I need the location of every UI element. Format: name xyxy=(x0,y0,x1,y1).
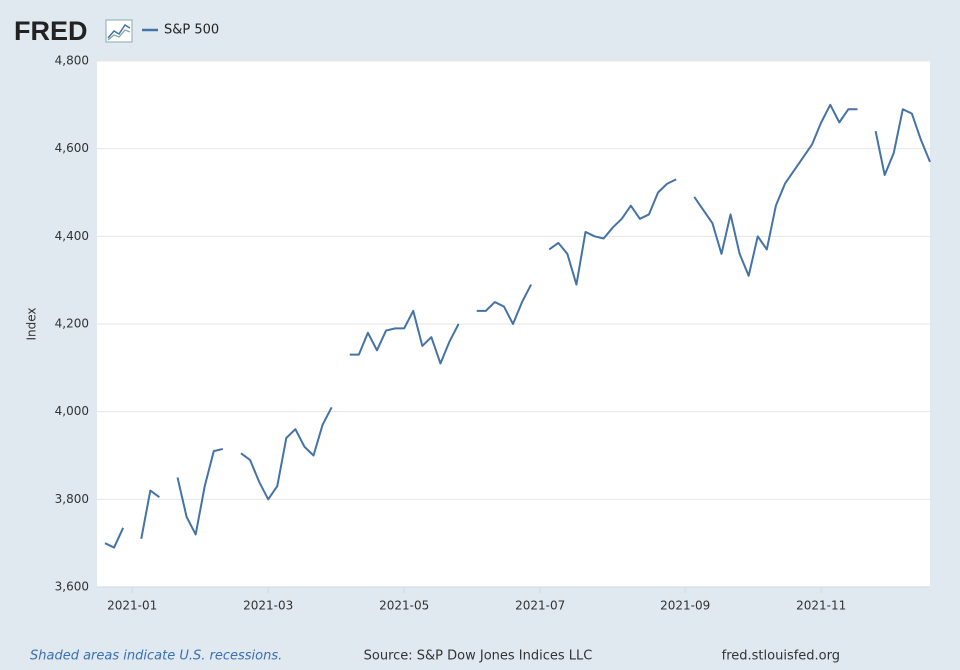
y-tick-label: 4,000 xyxy=(55,404,89,418)
y-axis-label: Index xyxy=(25,307,39,340)
x-tick-label: 2021-05 xyxy=(379,599,429,613)
y-tick-label: 4,800 xyxy=(55,54,89,68)
x-tick-label: 2021-11 xyxy=(796,599,846,613)
y-tick-label: 3,800 xyxy=(55,492,89,506)
y-tick-label: 4,600 xyxy=(55,141,89,155)
y-tick-label: 4,200 xyxy=(55,317,89,331)
y-tick-label: 4,400 xyxy=(55,229,89,243)
legend-label: S&P 500 xyxy=(164,23,219,38)
x-tick-label: 2021-07 xyxy=(515,599,565,613)
series-line xyxy=(104,103,931,549)
source: Source: S&P Dow Jones Indices LLC xyxy=(364,649,593,664)
y-tick-label: 3,600 xyxy=(55,580,89,594)
logo: FRED xyxy=(14,16,88,46)
x-tick-label: 2021-01 xyxy=(107,599,157,613)
x-tick-label: 2021-03 xyxy=(243,599,293,613)
x-tick-label: 2021-09 xyxy=(660,599,710,613)
logo-icon xyxy=(105,19,133,43)
site: fred.stlouisfed.org xyxy=(722,649,840,664)
recession-note: Shaded areas indicate U.S. recessions. xyxy=(30,649,282,664)
